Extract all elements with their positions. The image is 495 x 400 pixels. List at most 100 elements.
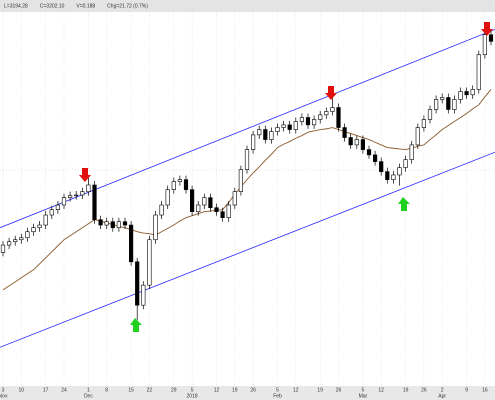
month-label: Nov: [0, 393, 8, 399]
candle-body: [287, 124, 292, 130]
month-label: 2018: [187, 393, 198, 399]
candle-body: [122, 221, 128, 226]
candle-body: [385, 171, 390, 180]
buy-arrow: [130, 318, 142, 332]
candle-body: [129, 224, 134, 263]
candle-body: [379, 161, 384, 172]
x-tick-label: 5: [191, 387, 194, 393]
candle-body: [171, 181, 176, 190]
x-tick-label: 8: [105, 387, 108, 393]
candle-body: [251, 134, 256, 150]
x-tick-label: 16: [482, 387, 488, 393]
candle-body: [208, 197, 213, 208]
candle-body: [281, 124, 286, 128]
candle-body: [31, 227, 36, 233]
candle-body: [257, 129, 262, 136]
info-text: Chg=21.72 (0.7%): [107, 3, 148, 9]
candle-body: [226, 204, 231, 218]
x-tick-label: 5: [362, 387, 365, 393]
info-text: L=3194.28: [4, 3, 28, 9]
info-bar: [0, 0, 495, 12]
x-tick-label: 22: [147, 387, 153, 393]
candle-body: [440, 97, 445, 100]
candle-body: [275, 127, 280, 132]
candle-body: [263, 129, 268, 140]
candle-body: [43, 214, 48, 226]
channel-line: [0, 151, 495, 348]
candle-body: [80, 191, 85, 196]
candle-body: [415, 127, 420, 146]
candle-body: [49, 209, 54, 216]
candle-body: [299, 117, 305, 122]
candle-body: [190, 189, 195, 212]
x-tick-label: 15: [128, 387, 134, 393]
candle-body: [141, 284, 146, 306]
candle-body: [202, 197, 207, 206]
sell-arrow: [79, 168, 91, 182]
candle-body: [25, 231, 30, 239]
candle-body: [116, 221, 121, 229]
candle-body: [61, 197, 67, 206]
candle-body: [13, 239, 18, 243]
plot: [0, 12, 495, 386]
month-label: Dec: [84, 393, 93, 399]
candle-body: [318, 114, 323, 120]
candle-body: [0, 244, 6, 253]
x-tick-label: 1: [87, 387, 90, 393]
candle-body: [360, 139, 366, 150]
x-tick-label: 10: [19, 387, 25, 393]
x-tick-label: 26: [336, 387, 342, 393]
candle-body: [409, 144, 414, 160]
candle-body: [391, 174, 396, 180]
candle-body: [68, 195, 73, 198]
x-tick-label: 19: [232, 387, 238, 393]
sell-arrow: [325, 86, 337, 100]
candle-body: [244, 149, 250, 170]
candle-body: [55, 204, 60, 210]
x-tick-label: 29: [171, 387, 177, 393]
candle-body: [220, 211, 225, 218]
candle-body: [7, 241, 12, 246]
buy-arrow: [398, 197, 410, 211]
candle-body: [476, 54, 481, 90]
month-label: Feb: [273, 393, 282, 399]
candle-body: [366, 149, 372, 156]
x-tick-label: 26: [250, 387, 256, 393]
candle-body: [232, 191, 237, 206]
candle-body: [98, 219, 103, 226]
x-tick-label: 5: [276, 387, 279, 393]
candle-body: [342, 127, 347, 138]
candle-body: [159, 204, 164, 216]
candle-body: [354, 139, 359, 146]
candle-body: [311, 119, 317, 126]
candle-body: [37, 224, 42, 229]
candle-body: [86, 184, 91, 192]
candle-body: [324, 111, 329, 116]
candle-body: [74, 194, 79, 197]
candle-body: [482, 34, 488, 56]
candle-body: [183, 179, 189, 190]
x-tick-label: 12: [293, 387, 299, 393]
candle-body: [470, 89, 475, 96]
candle-body: [135, 261, 140, 306]
month-label: Mar: [359, 393, 368, 399]
candle-body: [19, 237, 24, 241]
x-tick-label: 12: [378, 387, 384, 393]
candle-body: [330, 107, 335, 112]
candle-body: [214, 207, 219, 212]
candle-body: [433, 99, 439, 110]
candle-body: [92, 184, 97, 221]
month-label: Apr: [438, 393, 446, 399]
candle-body: [348, 137, 353, 146]
x-tick-label: 3: [2, 387, 5, 393]
candle-body: [488, 34, 494, 42]
candle-body: [427, 109, 433, 120]
candle-body: [458, 91, 463, 100]
x-tick-label: 12: [214, 387, 220, 393]
x-tick-label: 17: [43, 387, 49, 393]
x-axis-bar: [0, 386, 495, 400]
candle-body: [147, 239, 152, 286]
x-tick-label: 9: [465, 387, 468, 393]
info-text: C=3202.10: [40, 3, 65, 9]
